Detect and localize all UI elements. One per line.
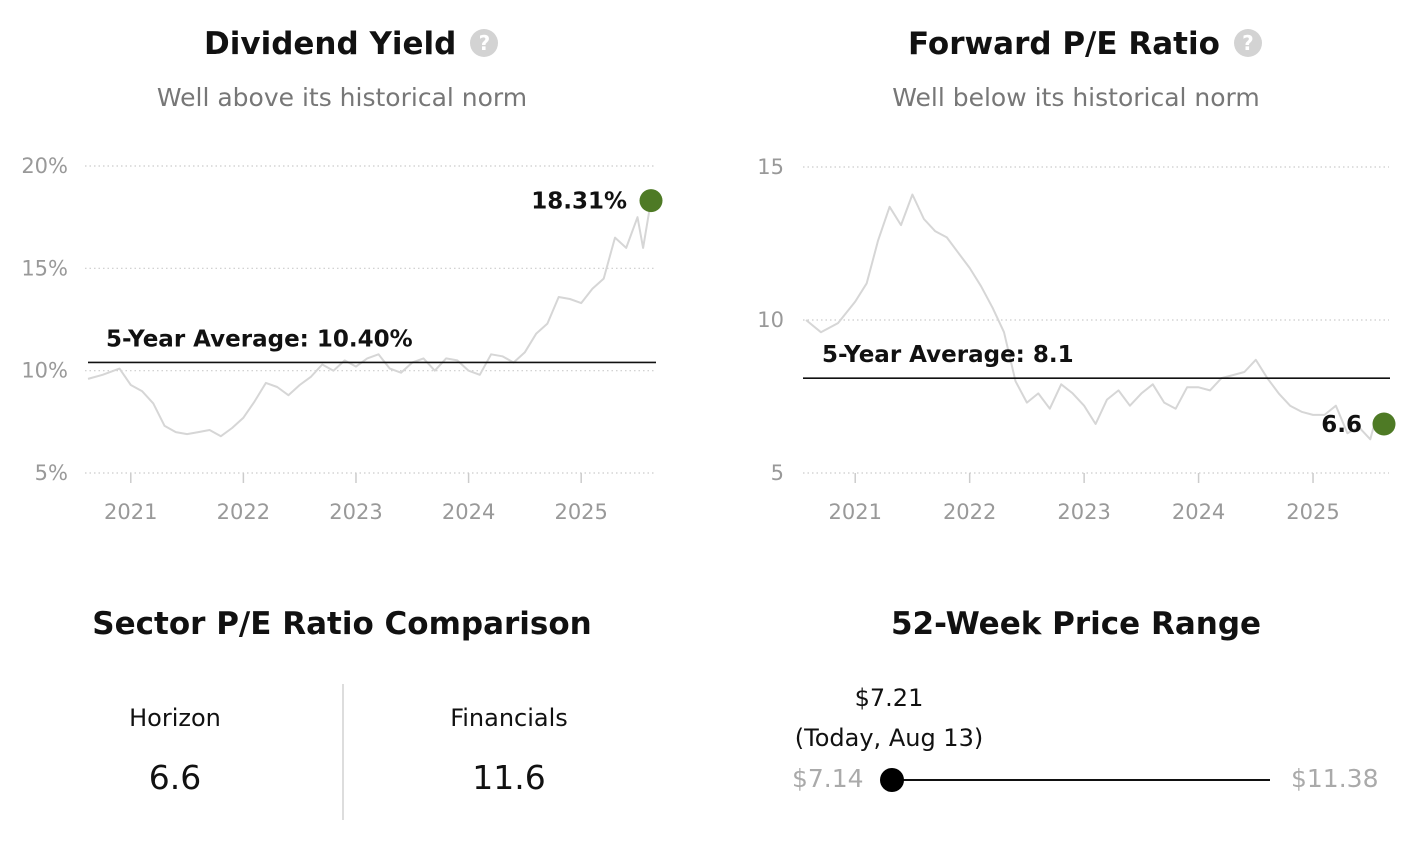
y-tick-label: 10 xyxy=(757,308,784,332)
x-tick-label: 2022 xyxy=(217,500,270,524)
price-range-title: 52-Week Price Range xyxy=(890,606,1262,642)
x-tick-label: 2022 xyxy=(943,500,996,524)
x-tick-label: 2025 xyxy=(554,500,607,524)
x-tick-label: 2023 xyxy=(1057,500,1110,524)
current-value-dot xyxy=(639,189,663,213)
sector-pe-company-value: 6.6 xyxy=(148,758,202,797)
average-label: 5-Year Average: 10.40% xyxy=(106,326,413,352)
price-range-track xyxy=(892,779,1270,781)
x-tick-label: 2025 xyxy=(1286,500,1339,524)
forward-pe-title: Forward P/E Ratio? xyxy=(908,26,1262,62)
sector-pe-divider xyxy=(342,684,344,820)
sector-pe-title: Sector P/E Ratio Comparison xyxy=(92,606,592,642)
average-label: 5-Year Average: 8.1 xyxy=(822,342,1074,368)
current-value-label: 6.6 xyxy=(1321,412,1362,438)
series-line xyxy=(87,200,652,438)
x-tick-label: 2023 xyxy=(329,500,382,524)
y-tick-label: 15 xyxy=(757,155,784,179)
dividend-yield-chart: 5% 10% 15% 20% 2021 2022 2023 2024 2025 5-Year Av… xyxy=(21,154,663,524)
current-value-dot xyxy=(1372,412,1396,436)
y-tick-label: 5 xyxy=(771,461,784,485)
price-range-today-price: $7.21 xyxy=(854,684,924,712)
price-range-low: $7.14 xyxy=(792,764,864,793)
dividend-yield-title: Dividend Yield? xyxy=(204,26,499,62)
sector-pe-sector-name: Financials xyxy=(450,704,568,732)
current-value-label: 18.31% xyxy=(531,189,627,215)
forward-pe-chart: 5 10 15 2021 2022 2023 2024 2025 5-Year Average:… xyxy=(757,155,1396,524)
y-tick-label: 20% xyxy=(21,154,68,178)
question-icon[interactable]: ? xyxy=(1233,28,1262,57)
sector-pe-sector-value: 11.6 xyxy=(472,758,546,797)
y-tick-label: 15% xyxy=(21,256,68,280)
price-range-today-date: (Today, Aug 13) xyxy=(794,724,984,752)
forward-pe-title-text: Forward P/E Ratio xyxy=(908,26,1220,62)
question-icon[interactable]: ? xyxy=(470,28,499,57)
x-tick-label: 2021 xyxy=(828,500,881,524)
x-tick-label: 2024 xyxy=(442,500,495,524)
forward-pe-subtitle: Well below its historical norm xyxy=(892,83,1260,112)
series-line xyxy=(805,193,1385,441)
price-range-today-marker xyxy=(880,768,904,792)
dividend-yield-subtitle: Well above its historical norm xyxy=(156,83,528,112)
x-tick-label: 2024 xyxy=(1172,500,1225,524)
x-tick-label: 2021 xyxy=(104,500,157,524)
sector-pe-company-name: Horizon xyxy=(129,704,221,732)
y-tick-label: 10% xyxy=(21,359,68,383)
price-range-high: $11.38 xyxy=(1291,764,1379,793)
dividend-yield-title-text: Dividend Yield xyxy=(204,26,457,62)
y-tick-label: 5% xyxy=(35,461,68,485)
